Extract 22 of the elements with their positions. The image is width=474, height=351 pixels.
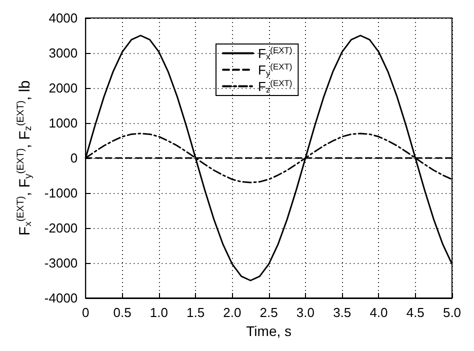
x-tick-label: 5.0 [442,305,462,320]
x-tick-label: 0 [82,305,90,320]
text: Fx(EXT), Fy(EXT), Fz(EXT), lb [16,80,34,236]
x-tick-label: 1.5 [186,305,205,320]
x-tick-label: 2.0 [223,305,242,320]
y-tick-label: -2000 [44,220,78,236]
y-tick-label: 2000 [48,80,78,96]
y-tick-label: -3000 [44,256,78,270]
x-tick-label: 1.0 [150,305,168,320]
y-tick-label: -4000 [44,290,78,306]
x-tick-label: 3.0 [296,305,314,320]
y-tick-label: -1000 [44,186,78,200]
x-tick-label: 4.5 [406,305,424,320]
x-tick-label: 3.5 [333,305,352,320]
x-tick-label: 2.5 [260,305,278,320]
y-tick-label: 3000 [48,46,78,60]
y-tick-label: 1000 [48,116,78,130]
x-tick-label: 4.0 [370,305,388,320]
y-tick-label: 4000 [48,10,78,26]
x-axis-title: Time, s [246,323,292,339]
x-tick-label: 0.5 [113,305,132,320]
y-tick-label: 0 [70,150,78,166]
